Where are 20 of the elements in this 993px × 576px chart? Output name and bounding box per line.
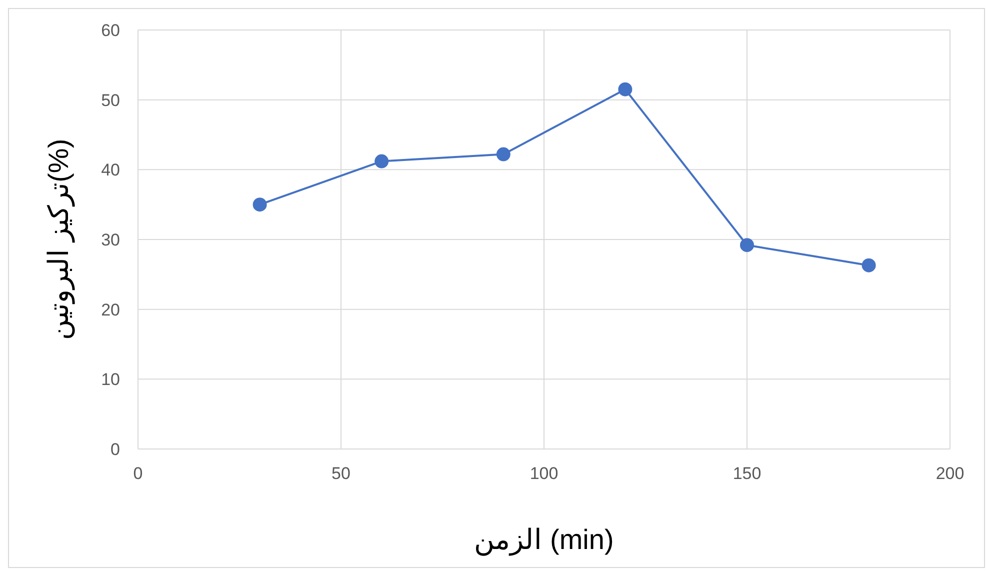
x-tick-label: 150 <box>732 464 762 484</box>
y-tick-label: 50 <box>101 90 120 110</box>
x-axis-title: الزمن (min) <box>474 524 614 556</box>
point <box>618 82 632 96</box>
y-tick-label: 60 <box>101 21 120 40</box>
y-tick-label: 0 <box>110 440 120 460</box>
point <box>862 258 876 272</box>
y-tick-label: 30 <box>101 230 120 250</box>
point <box>374 154 389 168</box>
point <box>252 198 267 212</box>
point <box>740 238 754 252</box>
x-tick-label: 100 <box>530 464 558 484</box>
y-axis-title: تركيز البروتين(%) <box>42 138 75 340</box>
y-tick-label: 10 <box>101 370 120 390</box>
x-tick-label: 200 <box>936 464 964 484</box>
y-tick-label: 40 <box>101 160 120 180</box>
x-tick-label: 50 <box>332 464 350 484</box>
y-tick-label: 20 <box>101 300 120 320</box>
x-tick-label: 0 <box>133 464 143 484</box>
point <box>496 147 510 162</box>
